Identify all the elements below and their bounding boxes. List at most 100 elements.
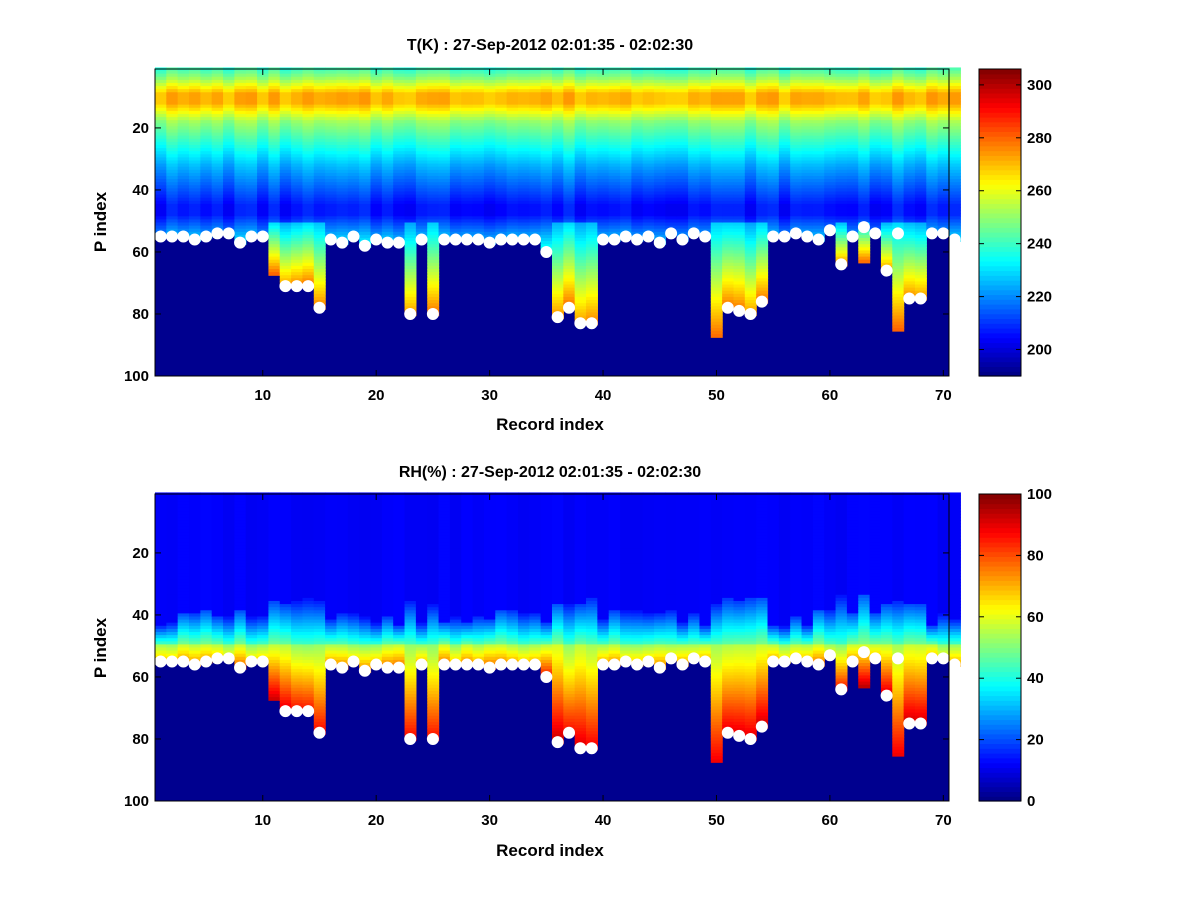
heatmap-cell [404,210,417,214]
heatmap-cell [642,151,655,155]
heatmap-cell [903,213,916,217]
heatmap-cell [166,650,179,655]
heatmap-cell [733,290,746,295]
heatmap-cell [586,256,598,261]
heatmap-cell [722,172,735,177]
heatmap-column [166,492,179,664]
heatmap-cell [313,98,326,103]
heatmap-cell [177,597,190,602]
heatmap-cell [189,160,201,165]
heatmap-cell [812,157,825,162]
heatmap-cell [676,179,689,183]
heatmap-cell [846,89,859,93]
heatmap-cell [903,219,916,224]
heatmap-cell [880,231,893,236]
heatmap-cell [710,144,723,149]
heatmap-cell [393,70,406,75]
heatmap-cell [586,120,598,124]
heatmap-cell [756,219,769,224]
heatmap-cell [336,188,349,193]
heatmap-cell [415,210,428,214]
heatmap-cell [688,160,701,165]
heatmap-cell [189,166,201,171]
heatmap-cell [177,169,190,174]
heatmap-cell [722,293,735,298]
heatmap-cell [234,219,247,224]
heatmap-cell [155,545,167,549]
heatmap-cell [586,231,598,236]
heatmap-cell [574,144,587,149]
heatmap-cell [279,213,292,217]
heatmap-cell [268,194,281,199]
heatmap-cell [631,104,644,109]
heatmap-cell [427,303,440,307]
heatmap-cell [166,76,179,81]
heatmap-cell [177,206,190,211]
heatmap-cell [846,166,859,171]
heatmap-column [937,67,950,236]
heatmap-cell [200,573,213,577]
heatmap-cell [347,135,360,140]
heatmap-cell [359,179,372,183]
heatmap-cell [880,141,893,146]
heatmap-cell [552,185,564,189]
heatmap-cell [449,82,462,87]
heatmap-cell [166,591,179,596]
heatmap-cell [949,163,961,168]
heatmap-cell [359,135,372,140]
heatmap-cell [914,141,927,146]
heatmap-cell [688,163,701,168]
heatmap-cell [778,95,791,100]
heatmap-cell [393,148,406,152]
heatmap-cell [279,126,292,131]
heatmap-cell [858,138,871,143]
heatmap-cell [427,132,440,137]
heatmap-cell [801,148,814,152]
heatmap-cell [744,151,757,155]
heatmap-cell [926,154,939,158]
heatmap-cell [846,141,859,146]
heatmap-cell [699,144,712,149]
heatmap-cell [325,203,338,208]
heatmap-cell [563,151,576,155]
heatmap-cell [744,175,757,180]
heatmap-cell [676,219,689,224]
heatmap-cell [461,76,474,81]
heatmap-cell [223,157,235,162]
heatmap-cell [608,89,621,93]
heatmap-cell [313,194,326,199]
heatmap-cell [234,151,247,155]
heatmap-cell [189,163,201,168]
heatmap-cell [177,110,190,115]
heatmap-cell [461,222,474,227]
heatmap-cell [336,138,349,143]
heatmap-cell [744,262,757,267]
heatmap-cell [846,188,859,193]
heatmap-cell [620,95,632,100]
heatmap-cell [517,197,530,202]
heatmap-cell [177,104,190,109]
heatmap-cell [926,222,939,227]
heatmap-cell [688,101,701,106]
heatmap-cell [177,504,190,509]
heatmap-cell [869,154,882,158]
heatmap-cell [495,151,508,155]
heatmap-cell [313,126,326,131]
heatmap-cell [778,197,791,202]
heatmap-cell [835,76,848,81]
heatmap-cell [245,141,258,146]
heatmap-cell [620,175,632,180]
heatmap-cell [597,200,610,205]
heatmap-cell [155,563,167,568]
heatmap-cell [540,138,553,143]
heatmap-cell [869,163,882,168]
heatmap-cell [744,300,757,304]
heatmap-cell [495,206,508,211]
heatmap-cell [506,182,519,186]
heatmap-cell [529,70,542,75]
heatmap-cell [722,129,735,134]
heatmap-cell [756,234,769,239]
heatmap-cell [835,113,848,118]
heatmap-cell [552,234,564,239]
heatmap-cell [778,219,791,224]
